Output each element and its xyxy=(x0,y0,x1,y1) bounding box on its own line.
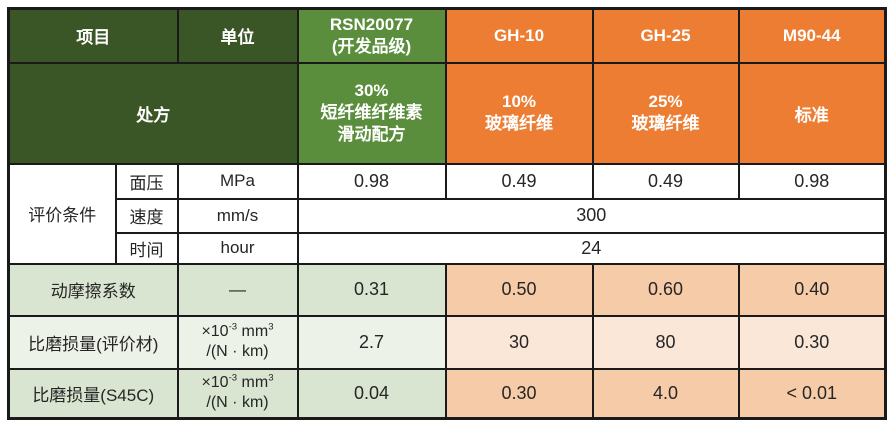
formula-rsn20077: 30% 短纤维纤维素 滑动配方 xyxy=(296,61,447,165)
wear-eval-unit: ×10-3 mm3 /(N · km) xyxy=(176,314,299,370)
friction-value-m9044: 0.40 xyxy=(737,262,887,317)
wear-s45c-label: 比磨损量(S45C) xyxy=(7,367,179,420)
wear-eval-row: 比磨损量(评价材) ×10-3 mm3 /(N · km) 2.7 30 80 … xyxy=(7,314,887,370)
wear-s45c-value-m9044: < 0.01 xyxy=(737,367,887,420)
wear-eval-label: 比磨损量(评价材) xyxy=(7,314,179,370)
formula-gh25: 25% 玻璃纤维 xyxy=(591,61,740,165)
pressure-unit: MPa xyxy=(176,162,299,200)
friction-label: 动摩擦系数 xyxy=(7,262,179,317)
wear-s45c-value-gh10: 0.30 xyxy=(444,367,594,420)
wear-eval-value-gh25: 80 xyxy=(591,314,740,370)
condition-speed-row: 速度 mm/s 300 xyxy=(9,197,887,234)
header-product-gh25: GH-25 xyxy=(591,7,740,64)
header-product-gh10: GH-10 xyxy=(444,7,594,64)
speed-value: 300 xyxy=(296,197,887,234)
wear-s45c-unit: ×10-3 mm3 /(N · km) xyxy=(176,367,299,420)
wear-s45c-value-gh25: 4.0 xyxy=(591,367,740,420)
friction-value-gh10: 0.50 xyxy=(444,262,594,317)
friction-value-gh25: 0.60 xyxy=(591,262,740,317)
header-item-cell: 项目 xyxy=(7,7,179,64)
formula-row: 处方 30% 短纤维纤维素 滑动配方 10% 玻璃纤维 25% 玻璃纤维 标准 xyxy=(7,61,887,165)
time-label: 时间 xyxy=(114,231,179,265)
wear-eval-value-rsn20077: 2.7 xyxy=(296,314,447,370)
wear-s45c-row: 比磨损量(S45C) ×10-3 mm3 /(N · km) 0.04 0.30… xyxy=(7,367,887,420)
friction-unit: — xyxy=(176,262,299,317)
pressure-value-m9044: 0.98 xyxy=(737,162,887,200)
friction-value-rsn20077: 0.31 xyxy=(296,262,447,317)
condition-pressure-row: 评价条件 面压 MPa 0.98 0.49 0.49 0.98 xyxy=(7,162,887,265)
friction-row: 动摩擦系数 — 0.31 0.50 0.60 0.40 xyxy=(7,262,887,317)
wear-eval-value-gh10: 30 xyxy=(444,314,594,370)
formula-m9044: 标准 xyxy=(737,61,887,165)
wear-s45c-value-rsn20077: 0.04 xyxy=(296,367,447,420)
wear-s45c-unit-line1: ×10-3 mm3 xyxy=(201,372,274,392)
pressure-value-rsn20077: 0.98 xyxy=(296,162,447,200)
condition-group-cell: 评价条件 xyxy=(7,162,117,265)
wear-eval-unit-line2: /(N · km) xyxy=(206,343,269,360)
speed-unit: mm/s xyxy=(176,197,299,234)
wear-s45c-unit-line2: /(N · km) xyxy=(206,394,269,412)
header-row: 项目 单位 RSN20077 (开发品级) GH-10 GH-25 M90-44 xyxy=(7,7,887,64)
wear-eval-value-m9044: 0.30 xyxy=(737,314,887,370)
speed-label: 速度 xyxy=(114,197,179,234)
time-value: 24 xyxy=(296,231,887,265)
time-unit: hour xyxy=(176,231,299,265)
pressure-label: 面压 xyxy=(114,162,179,200)
pressure-value-gh10: 0.49 xyxy=(444,162,594,200)
header-product-rsn20077: RSN20077 (开发品级) xyxy=(296,7,447,64)
pressure-value-gh25: 0.49 xyxy=(591,162,740,200)
header-unit-cell: 单位 xyxy=(176,7,299,64)
formula-gh10: 10% 玻璃纤维 xyxy=(444,61,594,165)
condition-time-row: 时间 hour 24 xyxy=(9,231,887,265)
wear-eval-unit-line1: ×10-3 mm3 xyxy=(201,321,274,340)
comparison-table: 项目 单位 RSN20077 (开发品级) GH-10 GH-25 M90-44… xyxy=(7,7,887,420)
formula-label-cell: 处方 xyxy=(7,61,299,165)
header-product-m9044: M90-44 xyxy=(737,7,887,64)
